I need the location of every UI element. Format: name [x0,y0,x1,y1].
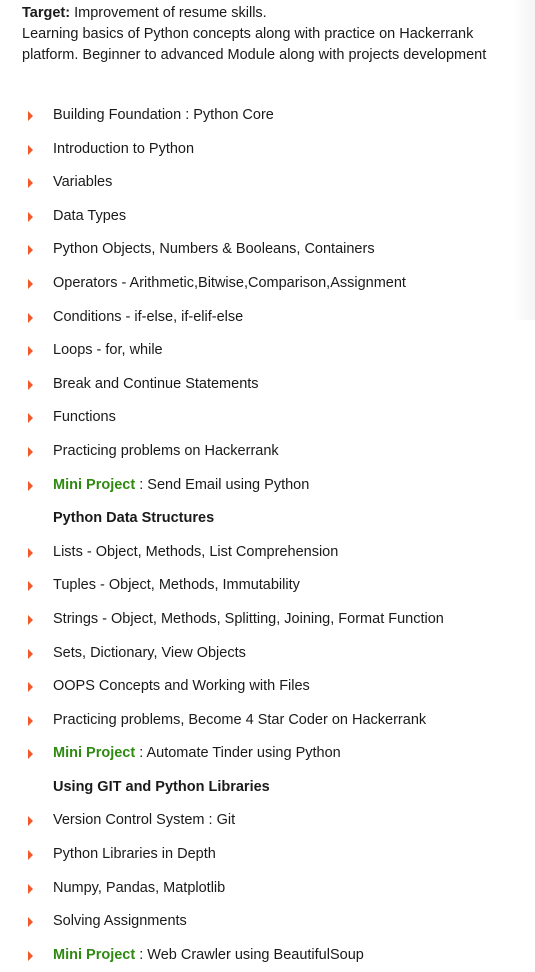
mini-project-title: : Send Email using Python [135,476,310,493]
mini-project-item: Mini Project : Automate Tinder using Pyt… [0,737,535,771]
list-item-text: Operators - Arithmetic,Bitwise,Compariso… [53,274,406,291]
list-item: OOPS Concepts and Working with Files [0,670,535,704]
target-label: Target: [22,5,71,21]
triangle-bullet-icon [28,883,33,894]
triangle-bullet-icon [28,715,33,726]
list-item-text: Conditions - if-else, if-elif-else [53,308,244,325]
triangle-bullet-icon [28,614,33,625]
mini-project-item: Mini Project : Web Crawler using Beautif… [0,939,535,972]
list-item: Loops - for, while [0,334,535,368]
triangle-bullet-icon [28,682,33,693]
triangle-bullet-icon [28,816,33,827]
mini-project-item: Mini Project : Send Email using Python [0,469,535,503]
list-item-text: Strings - Object, Methods, Splitting, Jo… [53,610,444,627]
list-item-text: Lists - Object, Methods, List Comprehens… [53,543,339,560]
triangle-bullet-icon [28,111,33,121]
section-heading: Python Data Structures [0,502,535,536]
triangle-bullet-icon [28,178,33,189]
list-item-text: Break and Continue Statements [53,375,259,392]
target-text: Improvement of resume skills. [70,5,267,21]
section-heading-text: Python Data Structures [53,510,215,527]
list-item: Practicing problems on Hackerrank [0,435,535,469]
list-item-text: Data Types [53,207,127,224]
list-item-text: Solving Assignments [53,913,187,930]
triangle-bullet-icon [28,312,33,323]
list-item: Conditions - if-else, if-elif-else [0,301,535,335]
list-item-text: Sets, Dictionary, View Objects [53,644,246,661]
list-item: Introduction to Python [0,133,535,167]
list-item: Break and Continue Statements [0,368,535,402]
list-item: Building Foundation : Python Core [0,99,535,133]
triangle-bullet-icon [28,581,33,592]
mini-project-title: : Automate Tinder using Python [135,745,341,762]
list-item: Solving Assignments [0,905,535,939]
list-item-text: Practicing problems, Become 4 Star Coder… [53,711,427,728]
list-item: Lists - Object, Methods, List Comprehens… [0,536,535,570]
list-item: Strings - Object, Methods, Splitting, Jo… [0,603,535,637]
list-item-text: Practicing problems on Hackerrank [53,442,279,459]
course-description: Learning basics of Python concepts along… [22,26,487,63]
triangle-bullet-icon [28,648,33,659]
list-item-text: Numpy, Pandas, Matplotlib [53,879,226,896]
list-item: Numpy, Pandas, Matplotlib [0,872,535,906]
list-item: Version Control System : Git [0,804,535,838]
triangle-bullet-icon [28,850,33,861]
list-item: Sets, Dictionary, View Objects [0,637,535,671]
section-heading-text: Using GIT and Python Libraries [53,778,270,795]
list-item-text: Introduction to Python [53,140,195,157]
mini-project-text: Mini Project : Web Crawler using Beautif… [53,939,364,972]
list-item-text: Version Control System : Git [53,812,236,829]
list-item: Python Objects, Numbers & Booleans, Cont… [0,233,535,267]
mini-project-text: Mini Project : Automate Tinder using Pyt… [53,737,341,771]
triangle-bullet-icon [28,346,33,357]
syllabus-list: Building Foundation : Python Core Introdu… [0,99,535,972]
list-item-text: OOPS Concepts and Working with Files [53,678,310,695]
list-item: Variables [0,166,535,200]
triangle-bullet-icon [28,413,33,424]
triangle-bullet-icon [28,950,33,961]
list-item: Functions [0,401,535,435]
list-item-text: Python Libraries in Depth [53,846,216,863]
mini-project-title: : Web Crawler using BeautifulSoup [135,946,364,963]
course-intro: Target: Improvement of resume skills. Le… [22,3,527,66]
triangle-bullet-icon [28,917,33,928]
mini-project-text: Mini Project : Send Email using Python [53,469,309,503]
list-item-text: Variables [53,174,113,191]
list-item-text: Loops - for, while [53,342,163,359]
triangle-bullet-icon [28,211,33,222]
list-item-text: Building Foundation : Python Core [53,107,274,123]
list-item: Tuples - Object, Methods, Immutability [0,569,535,603]
list-item: Data Types [0,200,535,234]
triangle-bullet-icon [28,547,33,558]
triangle-bullet-icon [28,379,33,390]
triangle-bullet-icon [28,245,33,256]
mini-project-label: Mini Project [53,946,136,963]
target-line: Target: Improvement of resume skills. [22,3,527,24]
mini-project-label: Mini Project [53,745,136,762]
triangle-bullet-icon [28,446,33,457]
list-item-text: Tuples - Object, Methods, Immutability [53,577,300,594]
triangle-bullet-icon [28,278,33,289]
list-item-text: Functions [53,409,116,426]
list-item: Python Libraries in Depth [0,838,535,872]
mini-project-label: Mini Project [53,476,136,493]
triangle-bullet-icon [28,480,33,491]
section-heading: Using GIT and Python Libraries [0,771,535,805]
triangle-bullet-icon [28,144,33,155]
triangle-bullet-icon [28,749,33,760]
list-item-text: Python Objects, Numbers & Booleans, Cont… [53,241,375,258]
list-item: Practicing problems, Become 4 Star Coder… [0,704,535,738]
list-item: Operators - Arithmetic,Bitwise,Compariso… [0,267,535,301]
